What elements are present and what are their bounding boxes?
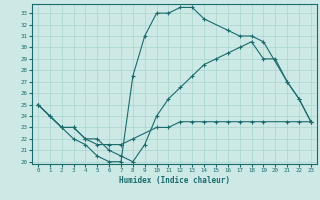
X-axis label: Humidex (Indice chaleur): Humidex (Indice chaleur) xyxy=(119,176,230,185)
